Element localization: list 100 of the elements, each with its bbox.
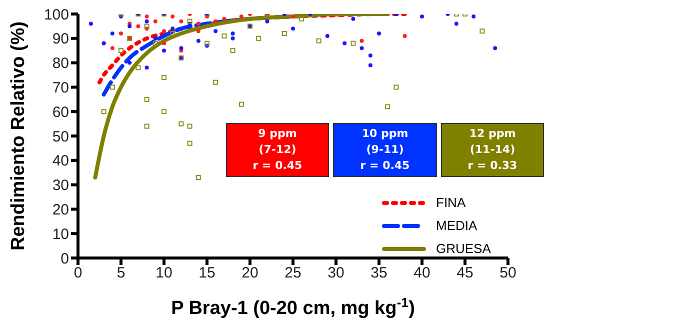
y-tick-label: 80 (52, 55, 69, 72)
point (136, 65, 141, 70)
legend-label: MEDIA (436, 218, 478, 233)
point (480, 28, 485, 34)
point (256, 36, 262, 41)
point (238, 102, 244, 107)
y-tick-label: 10 (52, 226, 69, 243)
point (222, 33, 227, 38)
point (136, 24, 140, 28)
text-box: 9 ppm (7-12) r = 0.45 (226, 122, 330, 178)
point (144, 96, 150, 102)
point (170, 26, 175, 31)
point (162, 48, 166, 53)
x-tick-label: 5 (116, 264, 126, 282)
point (385, 104, 390, 110)
point (128, 24, 132, 28)
point (472, 14, 476, 18)
point (187, 18, 192, 24)
point (153, 19, 158, 24)
point (162, 29, 166, 34)
point (291, 26, 295, 31)
x-tick-label: 10 (156, 264, 172, 282)
point (162, 109, 166, 114)
point (265, 19, 270, 24)
x-tick-label: 45 (456, 264, 474, 282)
point (394, 84, 399, 90)
point (110, 32, 114, 36)
annotation: 10 ppm (9-11) r = 0.45 (359, 126, 411, 174)
point (144, 14, 149, 18)
point (162, 41, 166, 46)
point (187, 140, 192, 146)
point (493, 46, 498, 50)
point (230, 32, 235, 36)
y-tick-label: 90 (52, 30, 69, 48)
y-tick-label: 100 (44, 6, 69, 24)
y-tick-label: 20 (52, 202, 69, 219)
y-tick-label: 70 (52, 80, 69, 97)
x-tick-label: 30 (328, 264, 344, 282)
x-tick-label: 20 (242, 264, 258, 282)
text-box: 10 ppm (9-11) r = 0.45 (333, 122, 437, 178)
point (196, 29, 200, 34)
point (402, 34, 407, 38)
point (351, 16, 356, 21)
point (119, 32, 123, 36)
point (196, 22, 200, 26)
x-tick-label: 0 (74, 264, 82, 282)
y-axis-title: Rendimiento Relativo (%) (8, 21, 29, 251)
point (230, 48, 236, 54)
point (420, 14, 424, 18)
y-tick-label: 50 (52, 128, 69, 146)
y-tick-label: 40 (52, 152, 69, 170)
point (196, 38, 200, 43)
y-tick-label: 60 (52, 104, 69, 121)
y-tick-label: 0 (60, 250, 69, 268)
point (118, 48, 124, 54)
point (187, 124, 192, 129)
point (213, 80, 218, 85)
point (299, 16, 304, 22)
point (204, 40, 210, 46)
point (360, 38, 364, 43)
point (144, 24, 150, 29)
point (230, 36, 235, 40)
point (88, 22, 93, 26)
legend-label: FINA (436, 195, 467, 210)
x-tick-label: 15 (198, 264, 216, 282)
point (144, 66, 149, 70)
point (360, 46, 364, 50)
y-tick-label: 30 (52, 177, 69, 194)
point (110, 84, 115, 90)
point (350, 40, 356, 46)
point (214, 19, 218, 24)
point (368, 53, 372, 58)
point (454, 22, 458, 26)
point (179, 19, 184, 24)
point (316, 38, 322, 44)
point (144, 124, 150, 129)
point (377, 32, 381, 36)
point (162, 74, 166, 80)
point (101, 109, 106, 114)
point (342, 41, 347, 46)
point (178, 121, 184, 126)
x-tick-label: 35 (370, 264, 388, 282)
point (196, 174, 201, 180)
point (282, 31, 287, 36)
legend-label: GRUESA (436, 241, 492, 256)
point (153, 36, 158, 40)
point (214, 29, 218, 34)
point (110, 46, 114, 50)
point (291, 14, 295, 18)
point (152, 40, 158, 46)
x-axis-title: P Bray-1 (0-20 cm, mg kg$^{-1}$) (171, 294, 415, 319)
point (325, 34, 330, 38)
x-tick-label: 50 (500, 264, 516, 282)
point (368, 63, 372, 68)
point (128, 60, 132, 65)
point (170, 14, 175, 18)
point (144, 19, 149, 24)
point (179, 46, 184, 50)
annotation: 9 ppm (7-12) r = 0.45 (252, 126, 304, 174)
point (170, 31, 176, 36)
